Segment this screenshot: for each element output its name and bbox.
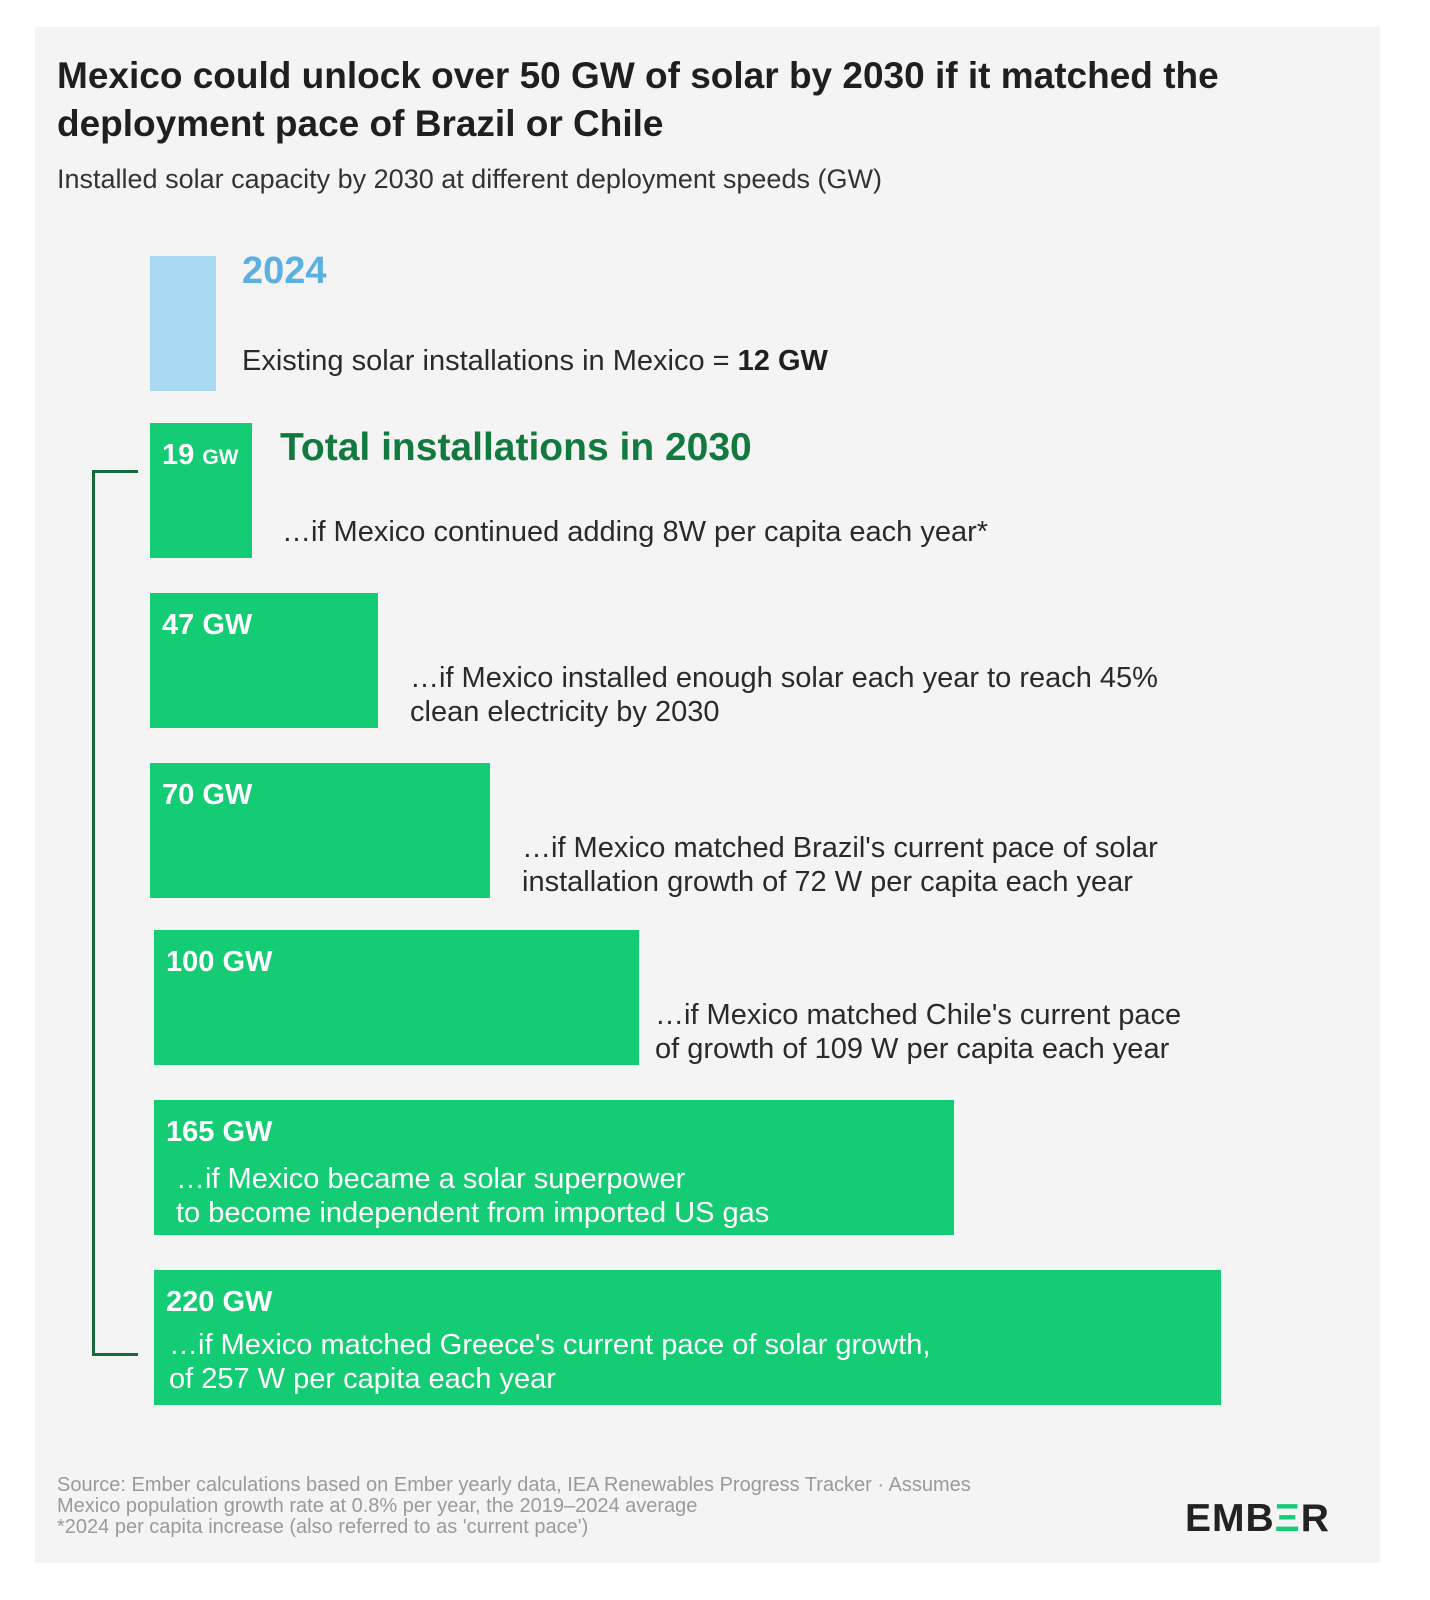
scenario-bar: 220 GW …if Mexico matched Greece's curren… [154,1270,1221,1405]
bar-value-number: 165 [166,1116,223,1148]
bar-value-number: 70 [162,779,203,811]
bar-value-label: 47 GW [162,609,252,642]
baseline-value: 12 GW [737,345,828,377]
bar-value-number: 19 [162,439,203,471]
footnote-line: Source: Ember calculations based on Embe… [57,1474,971,1496]
scenario-description: …if Mexico matched Brazil's current pace… [522,831,1158,899]
scenario-description: …if Mexico continued adding 8W per capit… [282,515,988,549]
scenario-description-line: …if Mexico matched Greece's current pace… [169,1329,931,1361]
scenario-description-line: of 257 W per capita each year [169,1363,556,1395]
bar-value-unit: GW [222,1116,273,1148]
footnote-line: Mexico population growth rate at 0.8% pe… [57,1495,698,1517]
bar-value-number: 47 [162,609,203,641]
scenario-description-line: …if Mexico matched Chile's current pace [655,999,1182,1031]
bar-value-number: 220 [166,1286,223,1318]
baseline-year: 2024 [242,250,327,292]
logo-accent: Ξ [1274,1497,1301,1540]
baseline-text-label: Existing solar installations in Mexico = [242,345,738,377]
scenario-description-line: …if Mexico became a solar superpower [176,1163,686,1195]
baseline-bar [150,256,216,391]
footnote-line: *2024 per capita increase (also referred… [57,1516,589,1538]
logo-suffix: R [1300,1497,1330,1540]
scenario-description-line: clean electricity by 2030 [410,696,720,728]
scenario-description: …if Mexico became a solar superpower to b… [176,1162,769,1230]
bar-value-unit: GW [202,779,253,811]
group-title: Total installations in 2030 [280,426,752,469]
chart-title: Mexico could unlock over 50 GW of solar … [57,55,1219,144]
scenario-description: …if Mexico installed enough solar each y… [410,661,1158,729]
bar-value-unit: GW [222,946,273,978]
scenario-description-line: installation growth of 72 W per capita e… [522,866,1133,898]
chart-subtitle: Installed solar capacity by 2030 at diff… [57,164,882,194]
scenario-description-line: …if Mexico matched Brazil's current pace… [522,832,1158,864]
scenario-bar: 165 GW …if Mexico became a solar superpow… [154,1100,954,1235]
scenario-bar: 100 GW [154,930,639,1065]
scenario-description-line: …if Mexico continued adding 8W per capit… [282,516,989,548]
scenario-bar: 47 GW [150,593,378,728]
bar-value-label: 19 GW [162,439,238,472]
bar-value-unit: GW [202,609,253,641]
scenario-bar: 19 GW [150,423,252,558]
baseline-text: Existing solar installations in Mexico =… [242,345,828,378]
group-bracket [92,470,138,1356]
bar-value-label: 165 GW [166,1116,272,1149]
bar-value-label: 100 GW [166,946,272,979]
scenario-description-line: …if Mexico installed enough solar each y… [410,662,1158,694]
scenario-description: …if Mexico matched Greece's current pace… [169,1328,930,1396]
source-footnote: Source: Ember calculations based on Embe… [57,1475,971,1538]
scenario-description: …if Mexico matched Chile's current pace o… [655,998,1181,1066]
bar-value-unit: GW [202,446,239,469]
ember-logo: EMBΞR [1185,1497,1330,1541]
scenario-description-line: to become independent from imported US g… [176,1197,770,1229]
bar-value-label: 220 GW [166,1286,272,1319]
bar-value-unit: GW [222,1286,273,1318]
bar-value-number: 100 [166,946,223,978]
scenario-description-line: of growth of 109 W per capita each year [655,1033,1170,1065]
bar-value-label: 70 GW [162,779,252,812]
scenario-bar: 70 GW [150,763,490,898]
logo-prefix: EMB [1185,1497,1275,1540]
